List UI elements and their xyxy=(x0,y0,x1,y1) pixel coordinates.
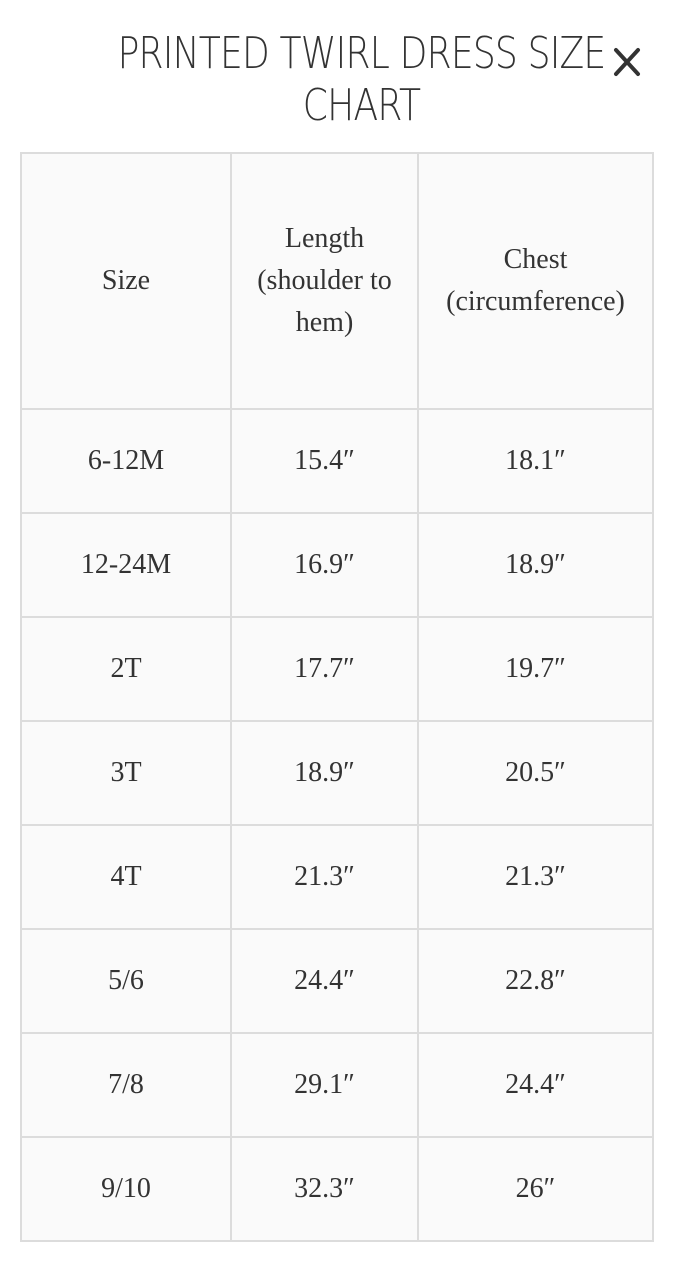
table-header-row: Size Length (shoulder to hem) Chest (cir… xyxy=(20,152,654,410)
cell-size: 3T xyxy=(20,720,232,826)
header-length: Length (shoulder to hem) xyxy=(230,152,419,410)
cell-chest: 18.9″ xyxy=(417,512,654,618)
close-button[interactable] xyxy=(610,40,644,80)
table-row: 2T 17.7″ 19.7″ xyxy=(20,616,654,722)
cell-chest: 20.5″ xyxy=(417,720,654,826)
table-row: 4T 21.3″ 21.3″ xyxy=(20,824,654,930)
cell-chest: 22.8″ xyxy=(417,928,654,1034)
cell-size: 5/6 xyxy=(20,928,232,1034)
cell-length: 18.9″ xyxy=(230,720,419,826)
cell-chest: 19.7″ xyxy=(417,616,654,722)
close-icon xyxy=(614,48,640,76)
table-row: 3T 18.9″ 20.5″ xyxy=(20,720,654,826)
cell-length: 15.4″ xyxy=(230,408,419,514)
cell-chest: 24.4″ xyxy=(417,1032,654,1138)
cell-size: 9/10 xyxy=(20,1136,232,1242)
cell-size: 12-24M xyxy=(20,512,232,618)
table-row: 6-12M 15.4″ 18.1″ xyxy=(20,408,654,514)
cell-size: 2T xyxy=(20,616,232,722)
header-chest: Chest (circumference) xyxy=(417,152,654,410)
table-row: 5/6 24.4″ 22.8″ xyxy=(20,928,654,1034)
page-title: PRINTED TWIRL DRESS SIZE CHART xyxy=(117,28,607,131)
size-chart-table: Size Length (shoulder to hem) Chest (cir… xyxy=(20,152,654,1242)
header-size: Size xyxy=(20,152,232,410)
cell-length: 21.3″ xyxy=(230,824,419,930)
cell-length: 32.3″ xyxy=(230,1136,419,1242)
cell-chest: 18.1″ xyxy=(417,408,654,514)
cell-length: 29.1″ xyxy=(230,1032,419,1138)
table-row: 7/8 29.1″ 24.4″ xyxy=(20,1032,654,1138)
cell-size: 4T xyxy=(20,824,232,930)
cell-length: 24.4″ xyxy=(230,928,419,1034)
cell-length: 16.9″ xyxy=(230,512,419,618)
table-row: 12-24M 16.9″ 18.9″ xyxy=(20,512,654,618)
table-row: 9/10 32.3″ 26″ xyxy=(20,1136,654,1242)
cell-chest: 26″ xyxy=(417,1136,654,1242)
cell-chest: 21.3″ xyxy=(417,824,654,930)
cell-size: 7/8 xyxy=(20,1032,232,1138)
cell-size: 6-12M xyxy=(20,408,232,514)
cell-length: 17.7″ xyxy=(230,616,419,722)
